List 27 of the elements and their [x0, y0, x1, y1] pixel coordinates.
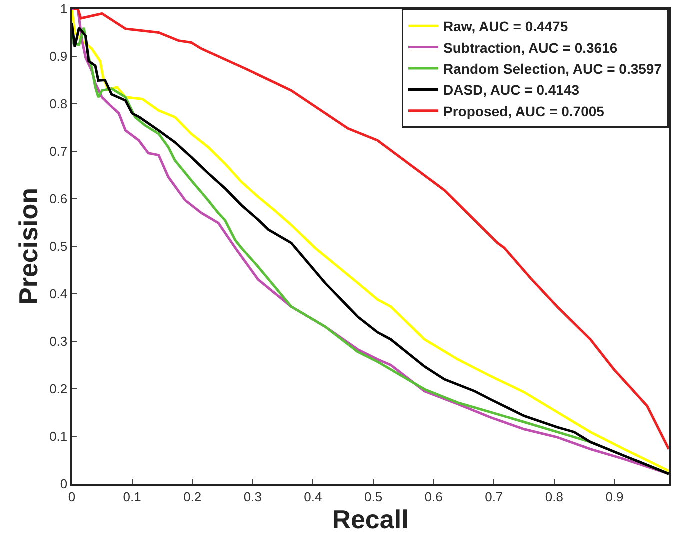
y-tick-label: 0.5	[50, 239, 68, 254]
x-tick-label: 0.6	[424, 489, 443, 504]
y-tick-label: 1	[60, 2, 68, 17]
x-tick-label: 0.3	[244, 489, 262, 504]
y-tick-label: 0.7	[50, 144, 68, 160]
y-tick-label: 0.4	[50, 286, 68, 302]
x-tick-label: 0.2	[184, 489, 202, 504]
legend-label: DASD, AUC = 0.4143	[444, 82, 580, 98]
x-tick-label: 0.4	[304, 489, 322, 504]
y-tick-label: 0.2	[50, 382, 68, 397]
x-tick-label: 0.1	[123, 489, 142, 504]
y-tick-label: 0.6	[50, 192, 68, 207]
legend-label: Subtraction, AUC = 0.3616	[444, 40, 618, 56]
y-axis-title: Precision	[13, 188, 44, 306]
y-tick-label: 0	[60, 476, 68, 492]
y-tick-label: 0.3	[50, 334, 68, 350]
y-tick-label: 0.1	[50, 429, 68, 444]
x-tick-label: 0.5	[364, 489, 383, 504]
legend-label: Proposed, AUC = 0.7005	[444, 103, 605, 120]
x-tick-label: 0.8	[545, 489, 564, 504]
x-axis-title: Recall	[332, 504, 409, 534]
y-tick-label: 0.9	[50, 49, 68, 64]
x-tick-label: 0.7	[485, 489, 504, 504]
legend-label: Raw, AUC = 0.4475	[444, 18, 568, 35]
legend-label: Random Selection, AUC = 0.3597	[444, 60, 662, 77]
y-tick-label: 0.8	[50, 96, 68, 112]
x-tick-label: 0.9	[606, 489, 624, 504]
